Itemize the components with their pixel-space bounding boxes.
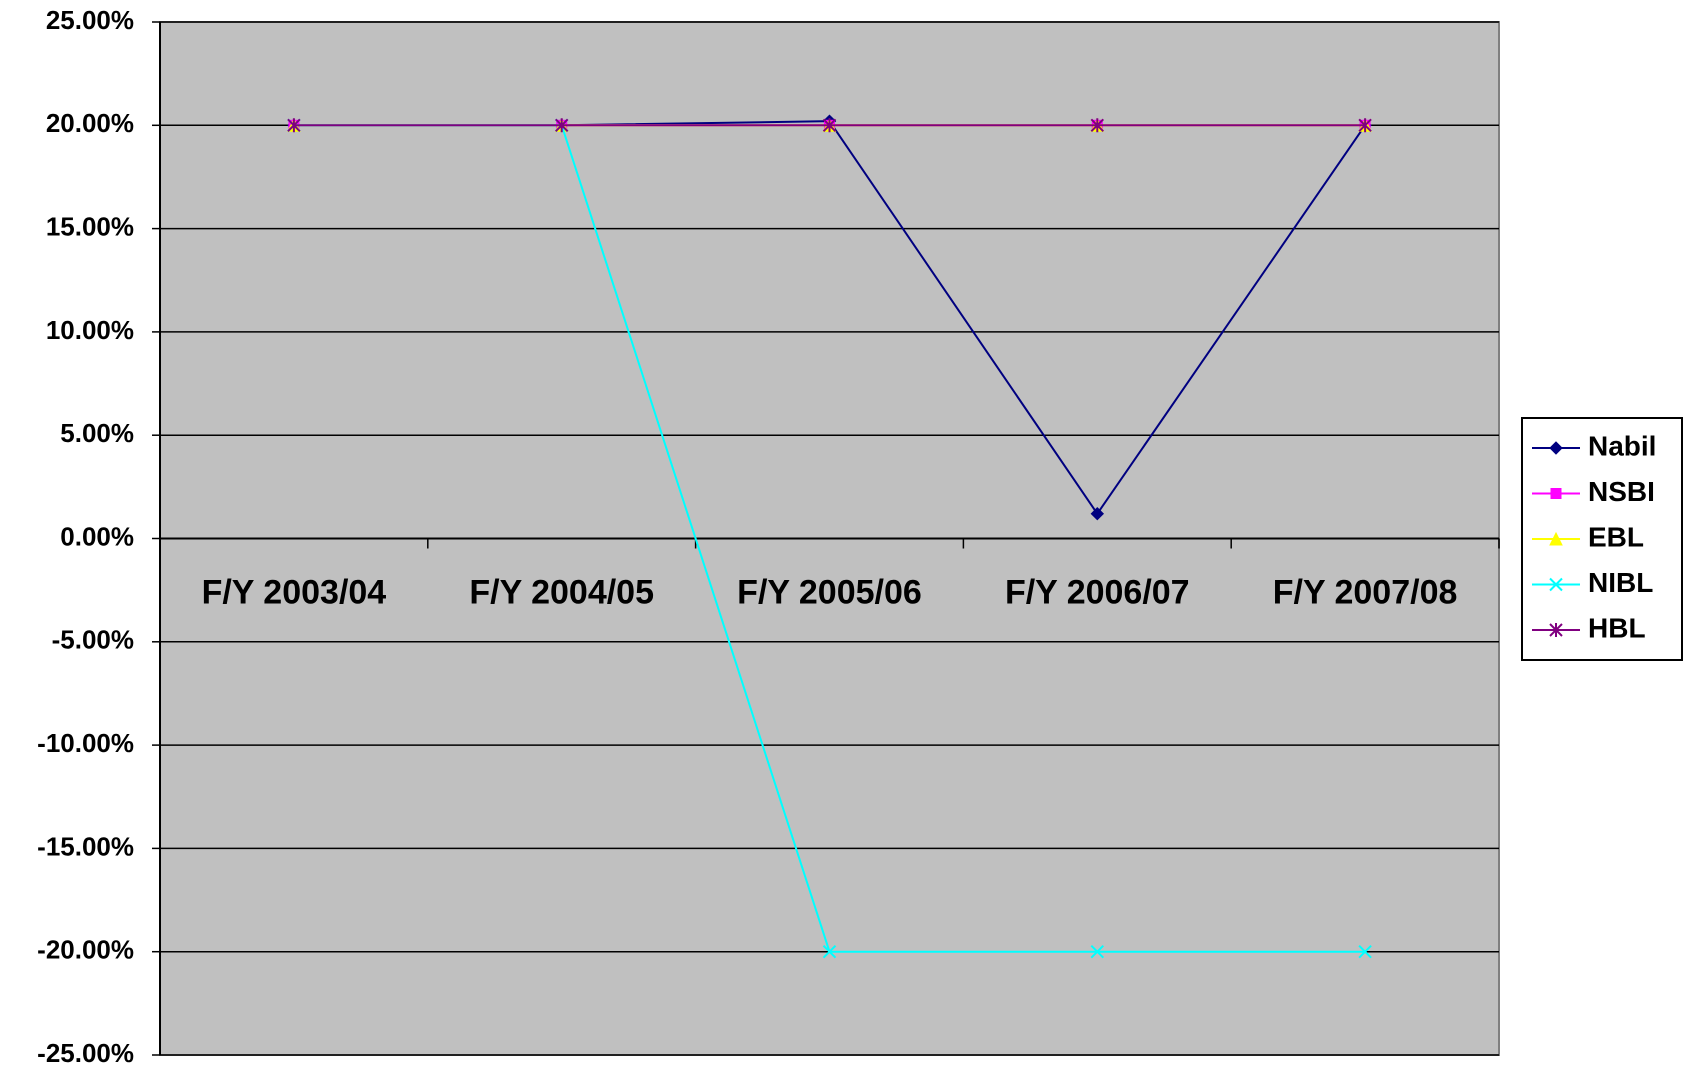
marker <box>1090 507 1105 521</box>
marker <box>1549 623 1563 637</box>
y-tick-label: -5.00% <box>52 625 134 655</box>
x-tick-label: F/Y 2007/08 <box>1273 573 1458 611</box>
y-tick-label: -20.00% <box>37 935 134 965</box>
y-tick-label: -25.00% <box>37 1038 134 1068</box>
y-tick-label: 10.00% <box>46 315 134 345</box>
marker <box>1550 488 1562 499</box>
marker <box>1358 118 1372 133</box>
marker <box>1549 577 1563 592</box>
x-tick-label: F/Y 2003/04 <box>202 573 387 611</box>
legend-label: HBL <box>1588 612 1646 643</box>
x-tick-label: F/Y 2004/05 <box>469 573 654 611</box>
y-tick-label: 5.00% <box>60 418 134 448</box>
marker <box>1090 944 1105 959</box>
marker <box>554 118 569 133</box>
y-tick-label: 20.00% <box>46 108 134 138</box>
marker <box>822 118 837 133</box>
marker <box>822 944 837 959</box>
marker <box>1549 441 1563 455</box>
marker <box>1090 118 1105 133</box>
y-tick-label: 15.00% <box>46 211 134 241</box>
marker <box>1358 944 1372 959</box>
x-tick-label: F/Y 2006/07 <box>1005 573 1190 611</box>
legend-label: Nabil <box>1588 430 1656 461</box>
y-tick-label: 0.00% <box>60 521 134 551</box>
marker <box>1549 531 1563 546</box>
y-tick-label: -15.00% <box>37 831 134 861</box>
legend: Nabil NSBI EBL NIBL HBL <box>1521 417 1683 661</box>
x-tick-label: F/Y 2005/06 <box>737 573 922 611</box>
legend-label: NIBL <box>1588 567 1653 598</box>
marker <box>287 118 301 133</box>
legend-label: NSBI <box>1588 476 1655 507</box>
y-tick-label: -10.00% <box>37 728 134 758</box>
legend-label: EBL <box>1588 521 1644 552</box>
y-tick-label: 25.00% <box>46 5 134 35</box>
